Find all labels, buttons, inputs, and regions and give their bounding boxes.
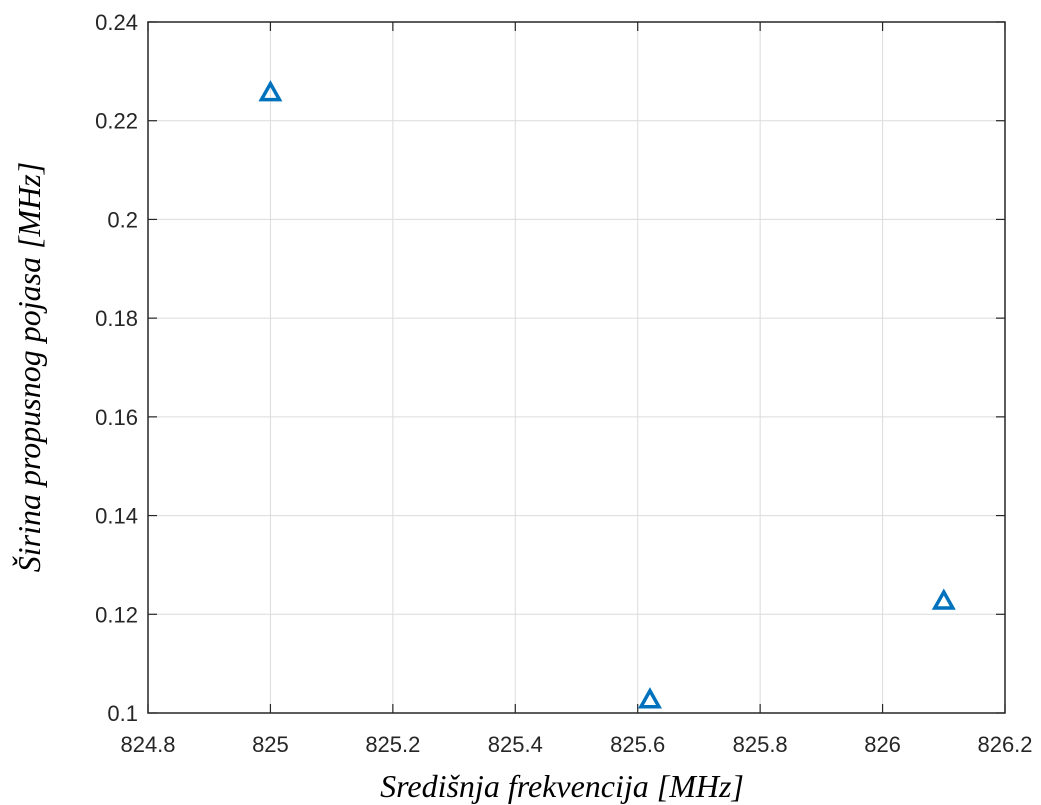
y-tick-label: 0.1 xyxy=(107,701,138,726)
y-tick-label: 0.12 xyxy=(95,602,138,627)
y-axis-label: Širina propusnog pojasa [MHz] xyxy=(11,162,47,572)
y-tick-label: 0.24 xyxy=(95,10,138,35)
x-axis-label: Središnja frekvencija [MHz] xyxy=(380,768,744,804)
data-points xyxy=(258,80,956,709)
axis-ticks xyxy=(147,21,1006,714)
x-tick-label: 825.6 xyxy=(610,732,665,757)
x-tick-label: 825.8 xyxy=(733,732,788,757)
triangle-data-point xyxy=(637,687,662,709)
x-tick-label: 825 xyxy=(252,732,289,757)
y-tick-label: 0.22 xyxy=(95,109,138,134)
triangle-data-point xyxy=(258,80,283,102)
x-tick-labels: 824.8 825 825.2 825.4 825.6 825.8 826 826.2 xyxy=(120,732,1032,757)
plot-area-frame xyxy=(147,21,1006,714)
x-tick-label: 825.4 xyxy=(488,732,543,757)
y-tick-label: 0.2 xyxy=(107,207,138,232)
y-tick-label: 0.18 xyxy=(95,306,138,331)
triangle-data-point xyxy=(931,588,956,610)
y-tick-label: 0.16 xyxy=(95,405,138,430)
x-tick-label: 826 xyxy=(864,732,901,757)
x-tick-label: 825.2 xyxy=(365,732,420,757)
x-tick-label: 824.8 xyxy=(120,732,175,757)
x-tick-label: 826.2 xyxy=(977,732,1032,757)
y-tick-labels: 0.1 0.12 0.14 0.16 0.18 0.2 0.22 0.24 xyxy=(95,10,138,726)
y-tick-label: 0.14 xyxy=(95,504,138,529)
grid-lines xyxy=(147,21,1006,714)
